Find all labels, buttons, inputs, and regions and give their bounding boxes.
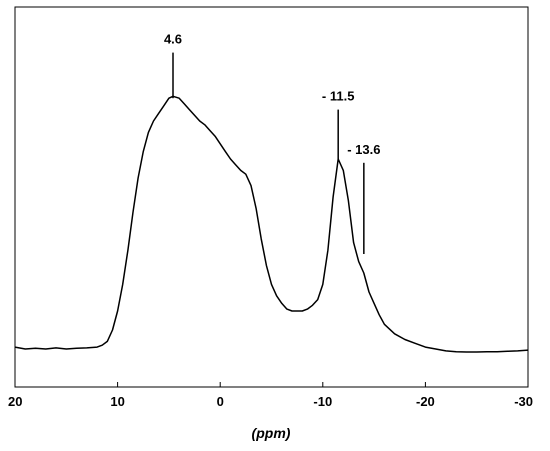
plot-frame <box>14 6 529 388</box>
x-axis-ticks <box>14 382 529 387</box>
x-tick-label: 10 <box>110 394 124 409</box>
x-tick-label: 20 <box>8 394 22 409</box>
peak-label: 4.6 <box>164 32 182 47</box>
x-tick-label: -30 <box>514 394 533 409</box>
x-tick-label: 0 <box>217 394 224 409</box>
x-tick-label: -20 <box>416 394 435 409</box>
spectrum-line <box>14 95 529 353</box>
x-tick-label: -10 <box>313 394 332 409</box>
x-axis-title: (ppm) <box>252 425 291 441</box>
peak-annotations: 4.6 - 11.5 - 13.6 <box>164 32 380 254</box>
peak-label: - 11.5 <box>322 89 355 104</box>
peak-label: - 13.6 <box>347 142 380 157</box>
x-axis-tick-labels: 20 10 0 -10 -20 -30 <box>8 394 533 409</box>
